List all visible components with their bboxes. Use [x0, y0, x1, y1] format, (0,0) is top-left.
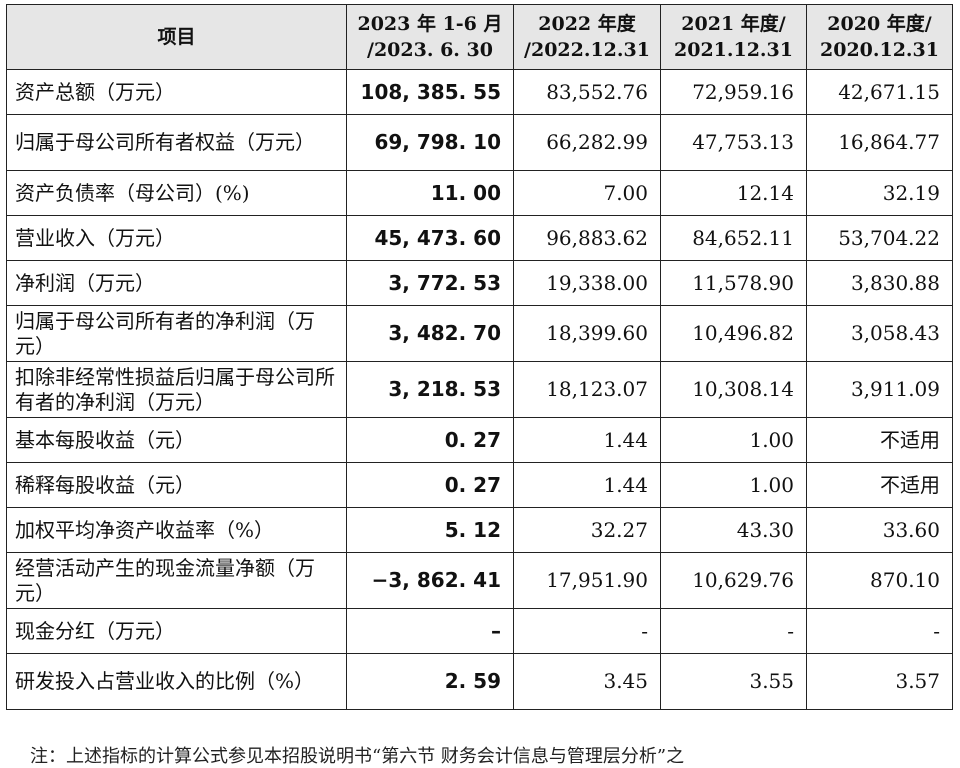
value-2022: 83,552.76 [513, 69, 661, 115]
value-2021: 43.30 [660, 507, 807, 553]
value-2022: 18,123.07 [513, 361, 661, 418]
value-2021: 10,496.82 [660, 305, 807, 362]
table-row: 现金分红（万元） – - - - [6, 608, 953, 654]
value-2021: 47,753.13 [660, 114, 807, 171]
row-label: 现金分红（万元） [6, 608, 347, 654]
value-2021: 3.55 [660, 653, 807, 710]
value-2020: 不适用 [806, 462, 953, 508]
value-2020: - [806, 608, 953, 654]
header-2020-line1: 2020 年度/ [827, 13, 932, 35]
value-2021: 11,578.90 [660, 260, 807, 306]
value-2023h1: 2. 59 [346, 653, 514, 710]
row-label: 经营活动产生的现金流量净额（万元） [6, 552, 347, 609]
table-row: 经营活动产生的现金流量净额（万元） −3, 862. 41 17,951.90 … [6, 552, 953, 609]
value-2021: 10,308.14 [660, 361, 807, 418]
value-2021: 12.14 [660, 170, 807, 216]
value-2021: 1.00 [660, 417, 807, 463]
value-2021: 1.00 [660, 462, 807, 508]
value-2023h1: 0. 27 [346, 462, 514, 508]
value-2020: 3,911.09 [806, 361, 953, 418]
value-2022: 17,951.90 [513, 552, 661, 609]
table-row: 营业收入（万元） 45, 473. 60 96,883.62 84,652.11… [6, 215, 953, 261]
row-label: 资产总额（万元） [6, 69, 347, 115]
value-2020: 32.19 [806, 170, 953, 216]
value-2022: 1.44 [513, 417, 661, 463]
table-row: 资产总额（万元） 108, 385. 55 83,552.76 72,959.1… [6, 69, 953, 115]
value-2023h1: 3, 772. 53 [346, 260, 514, 306]
table-row: 归属于母公司所有者权益（万元） 69, 798. 10 66,282.99 47… [6, 114, 953, 171]
value-2021: - [660, 608, 807, 654]
header-2022-line2: /2022.12.31 [524, 39, 650, 61]
value-2023h1: −3, 862. 41 [346, 552, 514, 609]
table-row: 扣除非经常性损益后归属于母公司所有者的净利润（万元） 3, 218. 53 18… [6, 361, 953, 418]
value-2023h1: 3, 218. 53 [346, 361, 514, 418]
value-2020: 33.60 [806, 507, 953, 553]
value-2023h1: 11. 00 [346, 170, 514, 216]
row-label: 稀释每股收益（元） [6, 462, 347, 508]
header-2021: 2021 年度/ 2021.12.31 [660, 4, 807, 70]
table-row: 资产负债率（母公司）(%) 11. 00 7.00 12.14 32.19 [6, 170, 953, 216]
table-row: 研发投入占营业收入的比例（%） 2. 59 3.45 3.55 3.57 [6, 653, 953, 710]
header-2023h1-line2: /2023. 6. 30 [367, 39, 493, 61]
header-2020-line2: 2020.12.31 [820, 39, 939, 61]
value-2020: 3,830.88 [806, 260, 953, 306]
value-2022: - [513, 608, 661, 654]
header-2021-line2: 2021.12.31 [674, 39, 793, 61]
value-2021: 84,652.11 [660, 215, 807, 261]
table-row: 归属于母公司所有者的净利润（万元） 3, 482. 70 18,399.60 1… [6, 305, 953, 362]
value-2021: 72,959.16 [660, 69, 807, 115]
header-2023h1-line1: 2023 年 1-6 月 [357, 13, 503, 35]
table-row: 稀释每股收益（元） 0. 27 1.44 1.00 不适用 [6, 462, 953, 508]
row-label: 扣除非经常性损益后归属于母公司所有者的净利润（万元） [6, 361, 347, 418]
financial-indicators-table: 项目 2023 年 1-6 月 /2023. 6. 30 2022 年度 /20… [6, 4, 953, 710]
value-2022: 32.27 [513, 507, 661, 553]
value-2023h1: 5. 12 [346, 507, 514, 553]
value-2020: 3.57 [806, 653, 953, 710]
header-2022: 2022 年度 /2022.12.31 [513, 4, 661, 70]
value-2022: 18,399.60 [513, 305, 661, 362]
table-header-row: 项目 2023 年 1-6 月 /2023. 6. 30 2022 年度 /20… [6, 4, 953, 70]
header-item: 项目 [6, 4, 347, 70]
value-2020: 53,704.22 [806, 215, 953, 261]
header-2022-line1: 2022 年度 [538, 13, 636, 35]
row-label: 基本每股收益（元） [6, 417, 347, 463]
table-row: 基本每股收益（元） 0. 27 1.44 1.00 不适用 [6, 417, 953, 463]
value-2023h1: 3, 482. 70 [346, 305, 514, 362]
value-2023h1: – [346, 608, 514, 654]
value-2020: 3,058.43 [806, 305, 953, 362]
table-row: 加权平均净资产收益率（%） 5. 12 32.27 43.30 33.60 [6, 507, 953, 553]
value-2022: 96,883.62 [513, 215, 661, 261]
value-2022: 66,282.99 [513, 114, 661, 171]
row-label: 研发投入占营业收入的比例（%） [6, 653, 347, 710]
footnote-text: 注：上述指标的计算公式参见本招股说明书“第六节 财务会计信息与管理层分析”之 [30, 746, 685, 767]
row-label: 资产负债率（母公司）(%) [6, 170, 347, 216]
value-2023h1: 45, 473. 60 [346, 215, 514, 261]
row-label: 归属于母公司所有者权益（万元） [6, 114, 347, 171]
value-2023h1: 0. 27 [346, 417, 514, 463]
header-2020: 2020 年度/ 2020.12.31 [806, 4, 953, 70]
value-2022: 1.44 [513, 462, 661, 508]
row-label: 加权平均净资产收益率（%） [6, 507, 347, 553]
value-2020: 不适用 [806, 417, 953, 463]
row-label: 净利润（万元） [6, 260, 347, 306]
value-2022: 7.00 [513, 170, 661, 216]
table-row: 净利润（万元） 3, 772. 53 19,338.00 11,578.90 3… [6, 260, 953, 306]
value-2020: 870.10 [806, 552, 953, 609]
value-2023h1: 108, 385. 55 [346, 69, 514, 115]
row-label: 营业收入（万元） [6, 215, 347, 261]
value-2021: 10,629.76 [660, 552, 807, 609]
value-2022: 19,338.00 [513, 260, 661, 306]
value-2023h1: 69, 798. 10 [346, 114, 514, 171]
header-2021-line1: 2021 年度/ [681, 13, 786, 35]
value-2020: 42,671.15 [806, 69, 953, 115]
value-2020: 16,864.77 [806, 114, 953, 171]
value-2022: 3.45 [513, 653, 661, 710]
row-label: 归属于母公司所有者的净利润（万元） [6, 305, 347, 362]
header-2023h1: 2023 年 1-6 月 /2023. 6. 30 [346, 4, 514, 70]
